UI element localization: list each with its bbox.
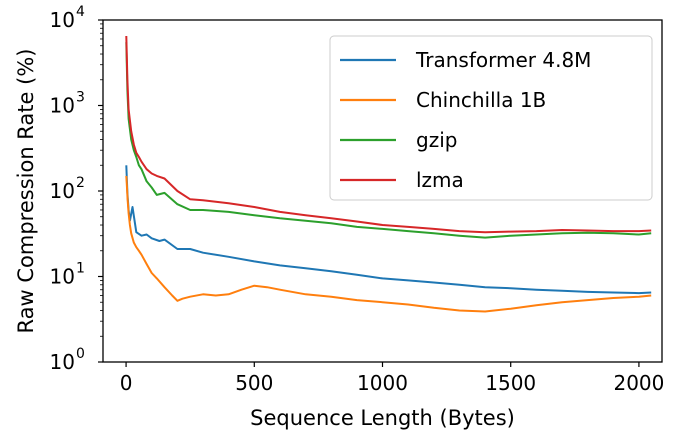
legend-label: Chinchilla 1B	[416, 88, 546, 112]
x-axis-title: Sequence Length (Bytes)	[250, 406, 515, 430]
legend-label: gzip	[416, 128, 457, 152]
x-tick-label: 0	[120, 371, 133, 395]
series-line-1	[125, 175, 652, 313]
series-layer	[125, 35, 652, 313]
series-line-0	[125, 165, 652, 295]
y-tick-label: 10	[50, 94, 75, 118]
legend: Transformer 4.8M Chinchilla 1B gzip lzma	[329, 35, 653, 201]
x-tick-label: 1000	[357, 371, 408, 395]
y-tick-label: 10	[50, 179, 75, 203]
x-axis: 0 500 1000 1500 2000	[120, 362, 664, 395]
y-tick-label: 10	[50, 8, 75, 32]
x-tick-label: 1500	[485, 371, 536, 395]
y-tick-exponent: 4	[76, 4, 85, 20]
x-tick-label: 500	[235, 371, 273, 395]
y-axis-title: Raw Compression Rate (%)	[14, 49, 38, 334]
legend-label: Transformer 4.8M	[415, 48, 591, 72]
y-tick-exponent: 3	[76, 90, 85, 106]
y-tick-label: 10	[50, 265, 75, 289]
legend-box	[329, 35, 653, 201]
x-tick-label: 2000	[613, 371, 664, 395]
y-tick-exponent: 1	[76, 261, 85, 277]
y-tick-exponent: 2	[76, 175, 85, 191]
y-tick-exponent: 0	[76, 346, 85, 362]
y-tick-label: 10	[50, 350, 75, 374]
series-line-3	[125, 35, 652, 234]
legend-label: lzma	[416, 168, 464, 192]
series-line-2	[125, 42, 652, 239]
